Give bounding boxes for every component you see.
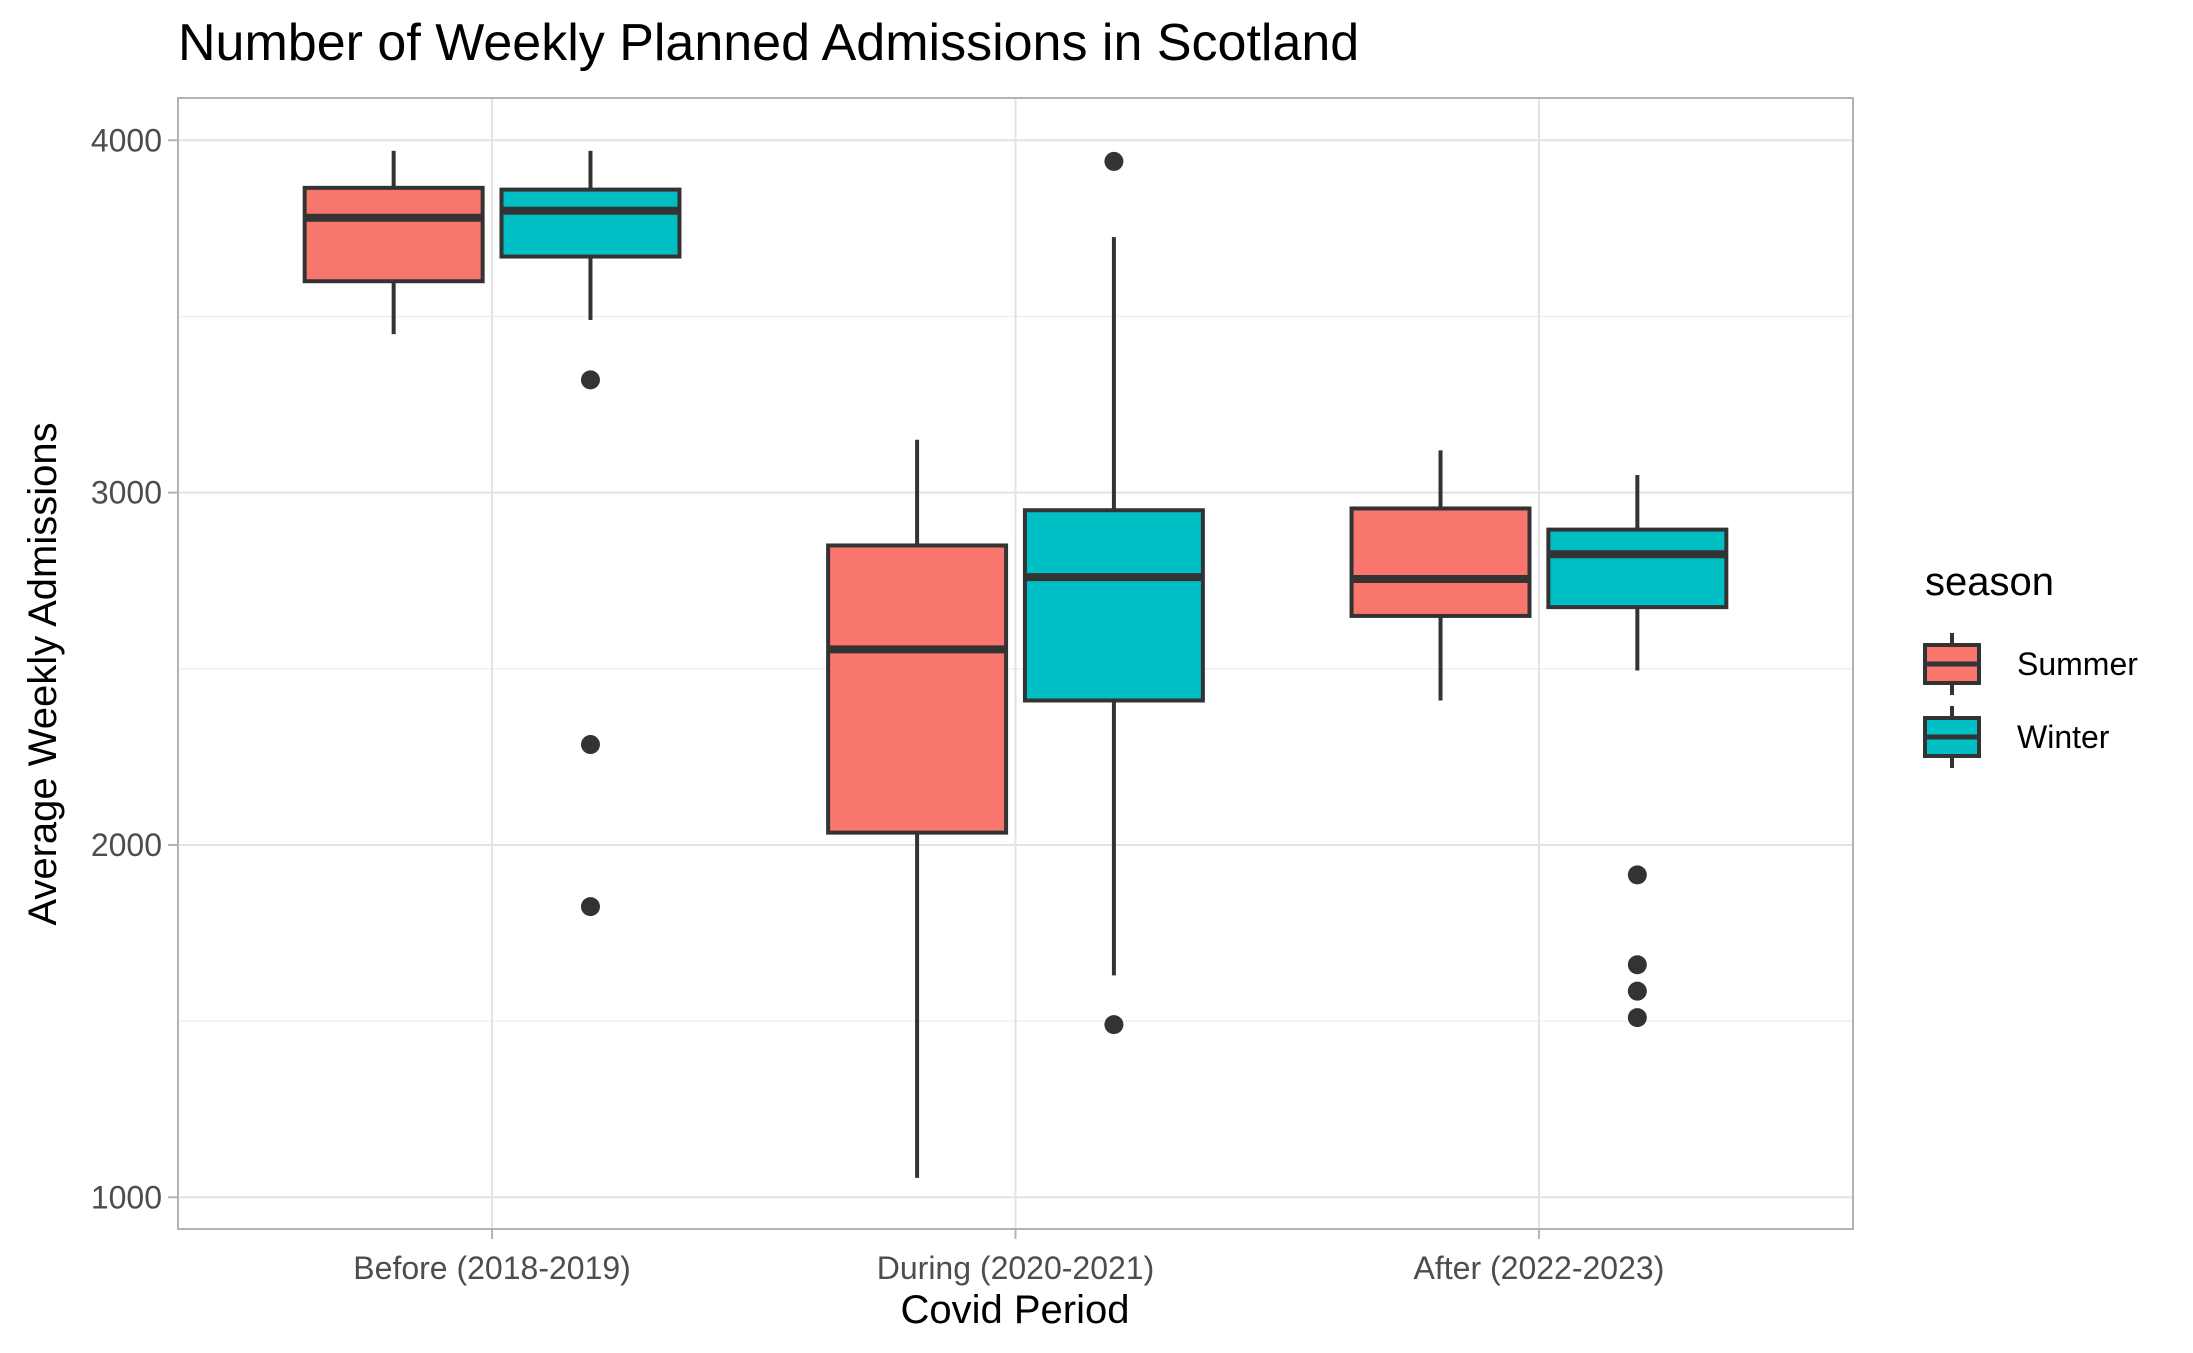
x-tick-label: After (2022-2023) (1414, 1250, 1665, 1286)
iqr-box (1349, 506, 1532, 618)
y-axis-title: Average Weekly Admissions (21, 422, 65, 925)
iqr-box (1022, 508, 1205, 703)
outlier-point (1627, 1008, 1647, 1028)
box-layer (302, 150, 1729, 1178)
box-summer (826, 439, 1009, 1178)
x-axis-ticks: Before (2018-2019) During (2020-2021) Afte… (353, 1229, 1664, 1286)
y-tick-label: 3000 (91, 475, 162, 511)
chart-title: Number of Weekly Planned Admissions in S… (178, 14, 1359, 72)
y-tick-label: 1000 (91, 1179, 162, 1215)
outlier-point (1627, 955, 1647, 975)
outlier-point (580, 897, 600, 917)
outlier-point (580, 370, 600, 390)
x-tick-label: Before (2018-2019) (353, 1250, 631, 1286)
iqr-box (1546, 527, 1729, 610)
box-summer (1349, 450, 1532, 701)
outlier-point (1627, 865, 1647, 885)
outlier-point (1104, 1015, 1124, 1035)
legend-item-summer: Summer (1923, 633, 2138, 695)
legend-label: Winter (2017, 719, 2110, 755)
outlier-point (580, 735, 600, 755)
x-tick-label: During (2020-2021) (877, 1250, 1155, 1286)
box-winter (499, 150, 682, 917)
legend: season Summer Winter (1923, 560, 2138, 768)
y-tick-label: 4000 (91, 122, 162, 158)
outlier-point (1104, 151, 1124, 171)
plot-panel (178, 98, 1853, 1229)
iqr-box (499, 187, 682, 259)
legend-title: season (1925, 560, 2054, 604)
y-tick-label: 2000 (91, 827, 162, 863)
legend-label: Summer (2017, 646, 2138, 682)
legend-items: Summer Winter (1923, 633, 2138, 768)
y-axis-ticks: 1000 2000 3000 4000 (91, 122, 178, 1215)
outlier-point (1627, 981, 1647, 1001)
box-winter (1022, 151, 1205, 1035)
box-summer (302, 150, 485, 335)
box-winter (1546, 475, 1729, 1028)
legend-item-winter: Winter (1923, 706, 2110, 768)
iqr-box (302, 185, 485, 284)
iqr-box (826, 543, 1009, 835)
x-axis-title: Covid Period (900, 1288, 1129, 1332)
